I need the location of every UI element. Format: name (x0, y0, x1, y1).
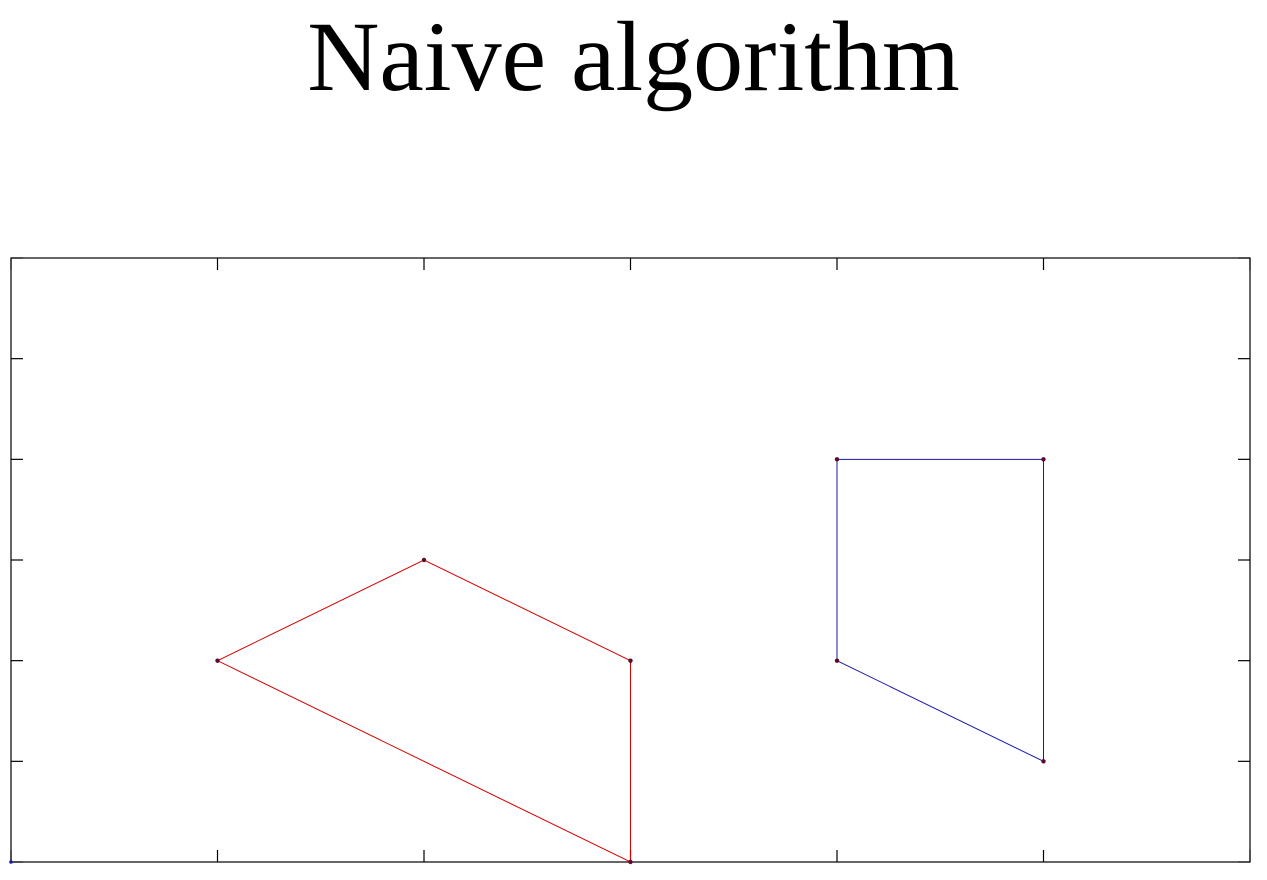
series-1-point (628, 859, 633, 865)
series-layer (215, 457, 1046, 865)
series-2-point (834, 457, 840, 462)
series-1-point (421, 557, 427, 563)
series-2-point (834, 658, 840, 663)
series-1-point (628, 658, 633, 663)
series-1 (215, 557, 633, 865)
axes-layer (9, 257, 1251, 864)
origin-point (9, 860, 13, 864)
series-2-point (1041, 457, 1046, 462)
series-1-point (215, 658, 220, 663)
series-1-line (216, 559, 631, 863)
series-2-point (1041, 759, 1046, 764)
series-2-line (836, 458, 1044, 763)
series-2 (834, 457, 1046, 764)
chart-title: Naive algorithm (307, 1, 960, 112)
